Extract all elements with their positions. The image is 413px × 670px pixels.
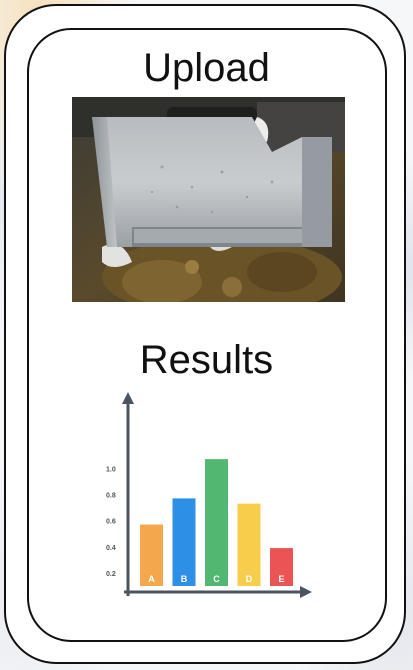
bar-label-c: C xyxy=(213,574,220,584)
y-axis-arrow-icon xyxy=(122,392,134,404)
bar-d xyxy=(237,503,261,586)
results-bar-chart: 0.2 0.4 0.6 0.8 1.0 A B C D E xyxy=(106,392,312,598)
results-heading: Results xyxy=(139,338,274,382)
bar-a xyxy=(140,524,163,586)
y-tick-label: 0.6 xyxy=(106,519,116,526)
y-tick-label: 0.4 xyxy=(106,545,116,552)
bar-label-e: E xyxy=(278,574,284,584)
y-tick-label: 0.2 xyxy=(106,571,116,578)
bar-b xyxy=(172,498,196,586)
bar-c xyxy=(205,459,228,586)
y-tick-label: 0.8 xyxy=(106,492,116,499)
bar-label-d: D xyxy=(246,574,253,584)
uploaded-photo xyxy=(72,97,345,302)
x-axis-arrow-icon xyxy=(300,586,312,598)
bar-label-b: B xyxy=(181,574,188,584)
bar-e xyxy=(270,548,293,586)
upload-heading: Upload xyxy=(143,46,270,90)
bar-label-a: A xyxy=(148,574,155,584)
upload-image-preview[interactable] xyxy=(72,97,345,302)
y-tick-label: 1.0 xyxy=(106,466,116,473)
